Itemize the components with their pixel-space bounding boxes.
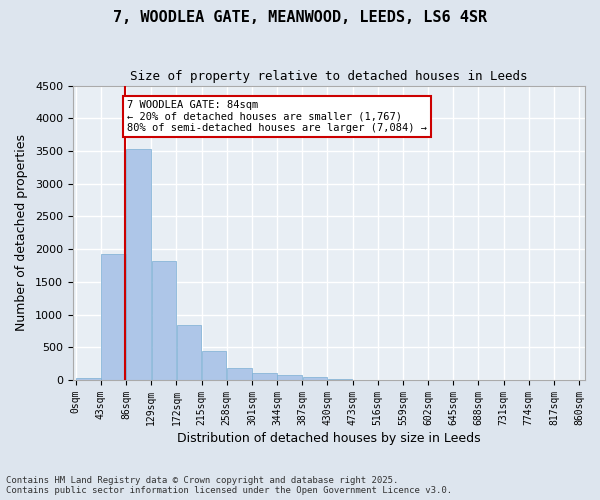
X-axis label: Distribution of detached houses by size in Leeds: Distribution of detached houses by size … xyxy=(177,432,481,445)
Bar xyxy=(152,261,176,380)
Y-axis label: Number of detached properties: Number of detached properties xyxy=(15,134,28,332)
Bar xyxy=(227,368,251,380)
Bar xyxy=(302,377,327,380)
Text: 7, WOODLEA GATE, MEANWOOD, LEEDS, LS6 4SR: 7, WOODLEA GATE, MEANWOOD, LEEDS, LS6 4S… xyxy=(113,10,487,25)
Bar xyxy=(252,372,277,380)
Title: Size of property relative to detached houses in Leeds: Size of property relative to detached ho… xyxy=(130,70,527,83)
Bar xyxy=(76,378,101,380)
Bar xyxy=(101,254,126,380)
Bar xyxy=(176,325,201,380)
Text: Contains HM Land Registry data © Crown copyright and database right 2025.
Contai: Contains HM Land Registry data © Crown c… xyxy=(6,476,452,495)
Bar xyxy=(127,149,151,380)
Bar xyxy=(277,375,302,380)
Text: 7 WOODLEA GATE: 84sqm
← 20% of detached houses are smaller (1,767)
80% of semi-d: 7 WOODLEA GATE: 84sqm ← 20% of detached … xyxy=(127,100,427,133)
Bar xyxy=(202,352,226,380)
